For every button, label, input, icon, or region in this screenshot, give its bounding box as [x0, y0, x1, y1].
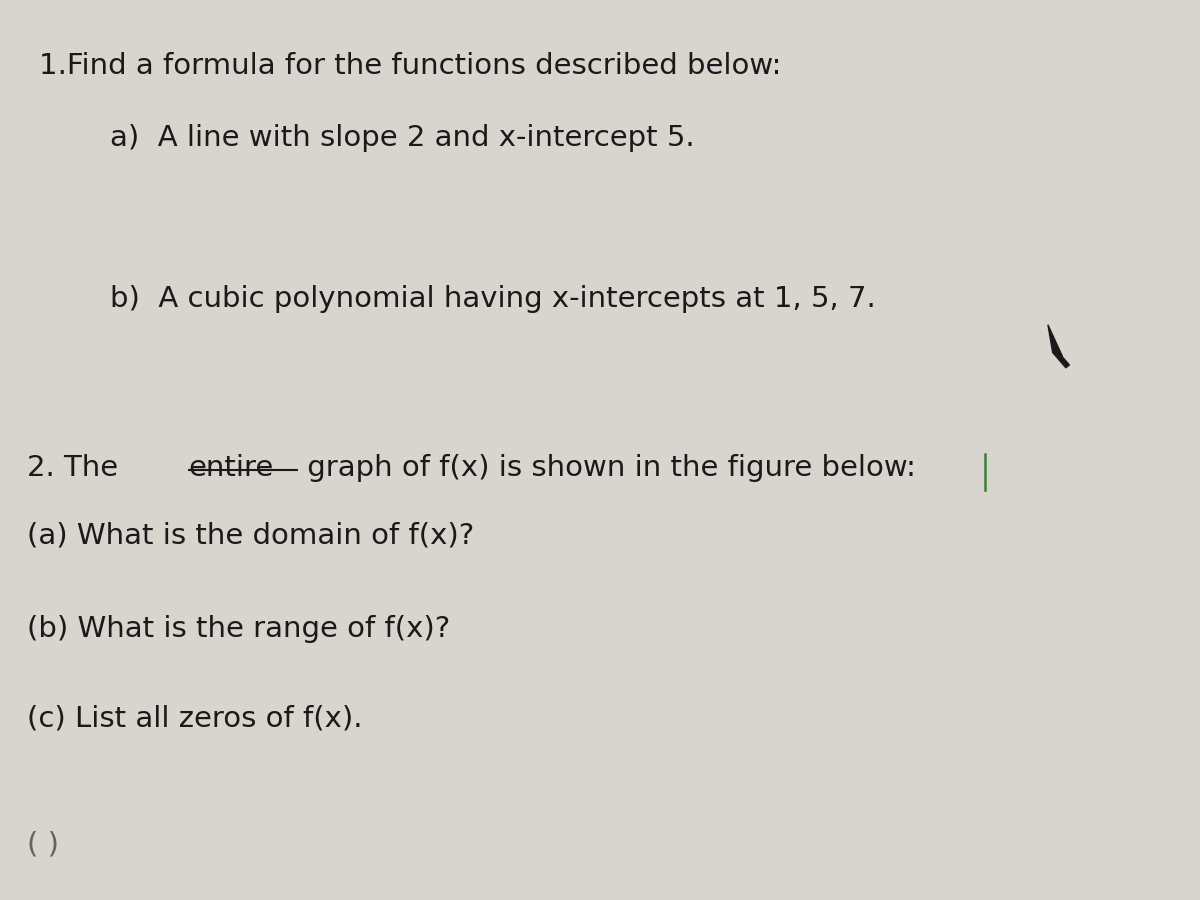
- Text: (b) What is the range of f(x)?: (b) What is the range of f(x)?: [26, 616, 450, 644]
- Text: entire: entire: [188, 454, 274, 482]
- Text: (c) List all zeros of f(x).: (c) List all zeros of f(x).: [26, 705, 362, 733]
- Text: 1.Find a formula for the functions described below:: 1.Find a formula for the functions descr…: [38, 52, 781, 80]
- Text: ( ): ( ): [26, 830, 59, 858]
- Text: 2. The: 2. The: [26, 454, 127, 482]
- Polygon shape: [1048, 325, 1069, 368]
- Text: a)  A line with slope 2 and x-intercept 5.: a) A line with slope 2 and x-intercept 5…: [110, 123, 695, 151]
- Text: b)  A cubic polynomial having x-intercepts at 1, 5, 7.: b) A cubic polynomial having x-intercept…: [110, 284, 876, 312]
- Text: (a) What is the domain of f(x)?: (a) What is the domain of f(x)?: [26, 522, 474, 550]
- Text: graph of f(x) is shown in the figure below:: graph of f(x) is shown in the figure bel…: [298, 454, 916, 482]
